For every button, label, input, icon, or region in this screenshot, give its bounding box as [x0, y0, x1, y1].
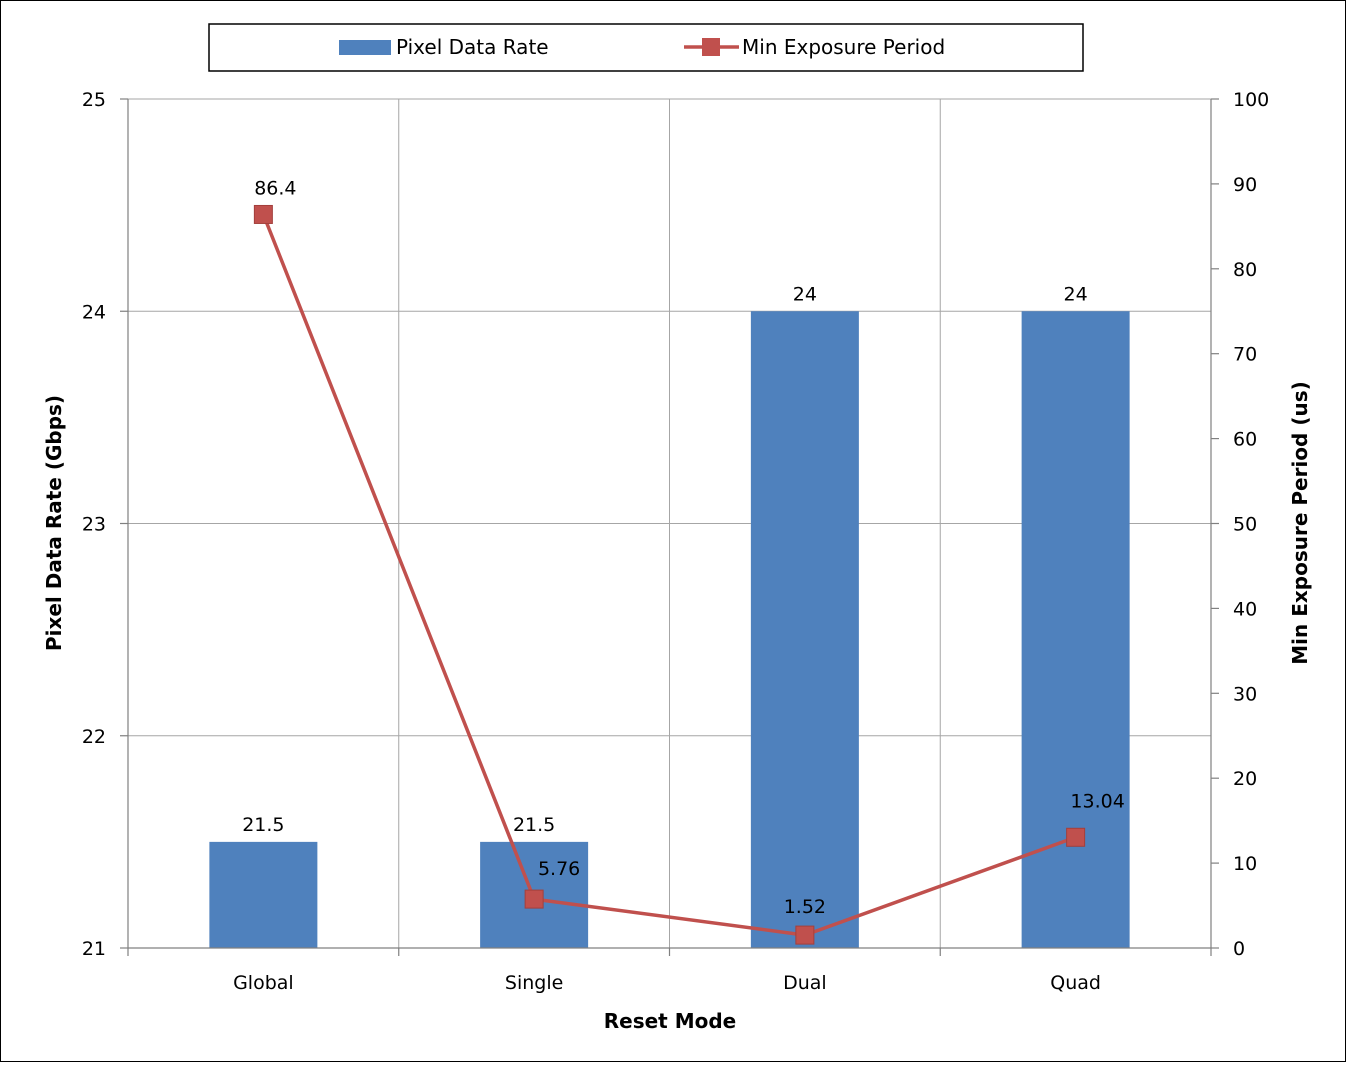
y2-tick-label: 70	[1233, 344, 1257, 366]
bar-value-label: 24	[793, 283, 817, 305]
line-value-label: 1.52	[784, 896, 826, 918]
line-path	[261, 213, 1077, 937]
y2-tick-label: 40	[1233, 598, 1257, 620]
bar-value-label: 24	[1064, 283, 1088, 305]
x-tick-label: Dual	[783, 972, 827, 994]
line-marker	[795, 925, 815, 945]
y-tick-label: 25	[82, 89, 106, 111]
y2-tick-label: 80	[1233, 259, 1257, 281]
legend-label-bar: Pixel Data Rate	[396, 35, 549, 59]
line-value-label: 13.04	[1070, 790, 1124, 812]
axes: 21 22 23 24 25 0 10 20 30 40 50 60 70 80 90 100 Global Si…	[82, 89, 1269, 994]
legend: Pixel Data Rate Min Exposure Period	[208, 23, 1084, 72]
line-value-label: 86.4	[254, 177, 296, 199]
bar-value-label: 21.5	[513, 814, 555, 836]
data-labels: 21.5 21.5 24 24 86.4 5.76 1.52 13.04	[242, 177, 1125, 918]
line-series	[253, 204, 1086, 945]
y2-tick-label: 60	[1233, 429, 1257, 451]
legend-swatch-bar	[339, 40, 391, 55]
y2-axis-title: Min Exposure Period (us)	[1288, 381, 1312, 665]
legend-swatch-marker	[702, 38, 720, 56]
y2-tick-label: 30	[1233, 683, 1257, 705]
y-tick-label: 24	[82, 301, 106, 323]
x-tick-label: Global	[233, 972, 294, 994]
y-tick-label: 21	[82, 938, 106, 960]
y-axis-title: Pixel Data Rate (Gbps)	[42, 395, 66, 651]
y-tick-label: 22	[82, 726, 106, 748]
x-tick-label: Quad	[1050, 972, 1101, 994]
y2-tick-label: 0	[1233, 938, 1245, 960]
y2-tick-label: 20	[1233, 768, 1257, 790]
x-tick-label: Single	[505, 972, 563, 994]
line-value-label: 5.76	[538, 858, 580, 880]
x-axis-title: Reset Mode	[604, 1009, 736, 1033]
legend-label-line: Min Exposure Period	[742, 35, 945, 59]
bar-global	[209, 841, 318, 948]
y2-tick-label: 90	[1233, 174, 1257, 196]
bar-value-label: 21.5	[242, 814, 284, 836]
y2-tick-label: 100	[1233, 89, 1269, 111]
y2-tick-label: 50	[1233, 514, 1257, 536]
line-marker	[253, 204, 273, 224]
line-marker	[524, 889, 544, 909]
line-marker	[1066, 827, 1086, 847]
bar-dual	[750, 311, 859, 948]
y2-tick-label: 10	[1233, 853, 1257, 875]
y-tick-label: 23	[82, 514, 106, 536]
